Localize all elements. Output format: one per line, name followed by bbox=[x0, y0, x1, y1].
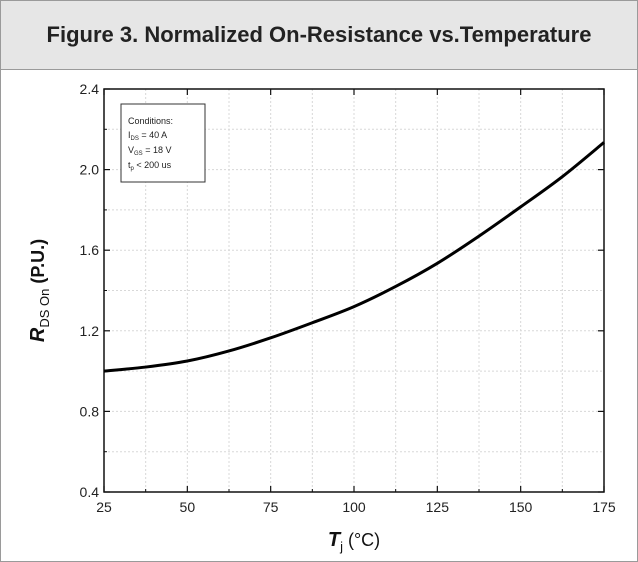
x-tick-label: 50 bbox=[180, 499, 196, 515]
axis-ticks bbox=[103, 88, 605, 493]
x-tick-label: 25 bbox=[96, 499, 112, 515]
x-axis-title: Tj (°C) bbox=[328, 529, 380, 554]
conditions-heading: Conditions: bbox=[128, 116, 173, 126]
condition-ids: IDS = 40 A bbox=[128, 130, 167, 142]
y-tick-label: 0.4 bbox=[80, 484, 100, 500]
x-tick-label: 100 bbox=[342, 499, 366, 515]
condition-tp: tp < 200 us bbox=[128, 160, 172, 172]
x-tick-label: 150 bbox=[509, 499, 533, 515]
series-line-rds-on bbox=[103, 141, 605, 373]
y-tick-label: 2.4 bbox=[80, 81, 100, 97]
figure-title: Figure 3. Normalized On-Resistance vs.Te… bbox=[46, 22, 592, 47]
x-tick-labels: 25 50 75 100 125 150 175 bbox=[96, 499, 616, 515]
figure-header: Figure 3. Normalized On-Resistance vs.Te… bbox=[1, 1, 637, 70]
condition-vgs: VGS = 18 V bbox=[128, 145, 171, 157]
y-tick-label: 0.8 bbox=[80, 403, 100, 419]
conditions-box-border bbox=[120, 103, 206, 183]
y-tick-label: 1.2 bbox=[80, 323, 100, 339]
y-tick-label: 2.0 bbox=[80, 162, 100, 178]
x-tick-label: 75 bbox=[263, 499, 279, 515]
y-tick-labels: 0.4 0.8 1.2 1.6 2.0 2.4 bbox=[80, 81, 100, 500]
conditions-box: Conditions: IDS = 40 A VGS = 18 V tp < 2… bbox=[120, 103, 206, 183]
x-tick-label: 125 bbox=[426, 499, 450, 515]
y-axis-title: RDS On (P.U.) bbox=[27, 239, 52, 342]
y-tick-label: 1.6 bbox=[80, 242, 100, 258]
x-tick-label: 175 bbox=[592, 499, 616, 515]
